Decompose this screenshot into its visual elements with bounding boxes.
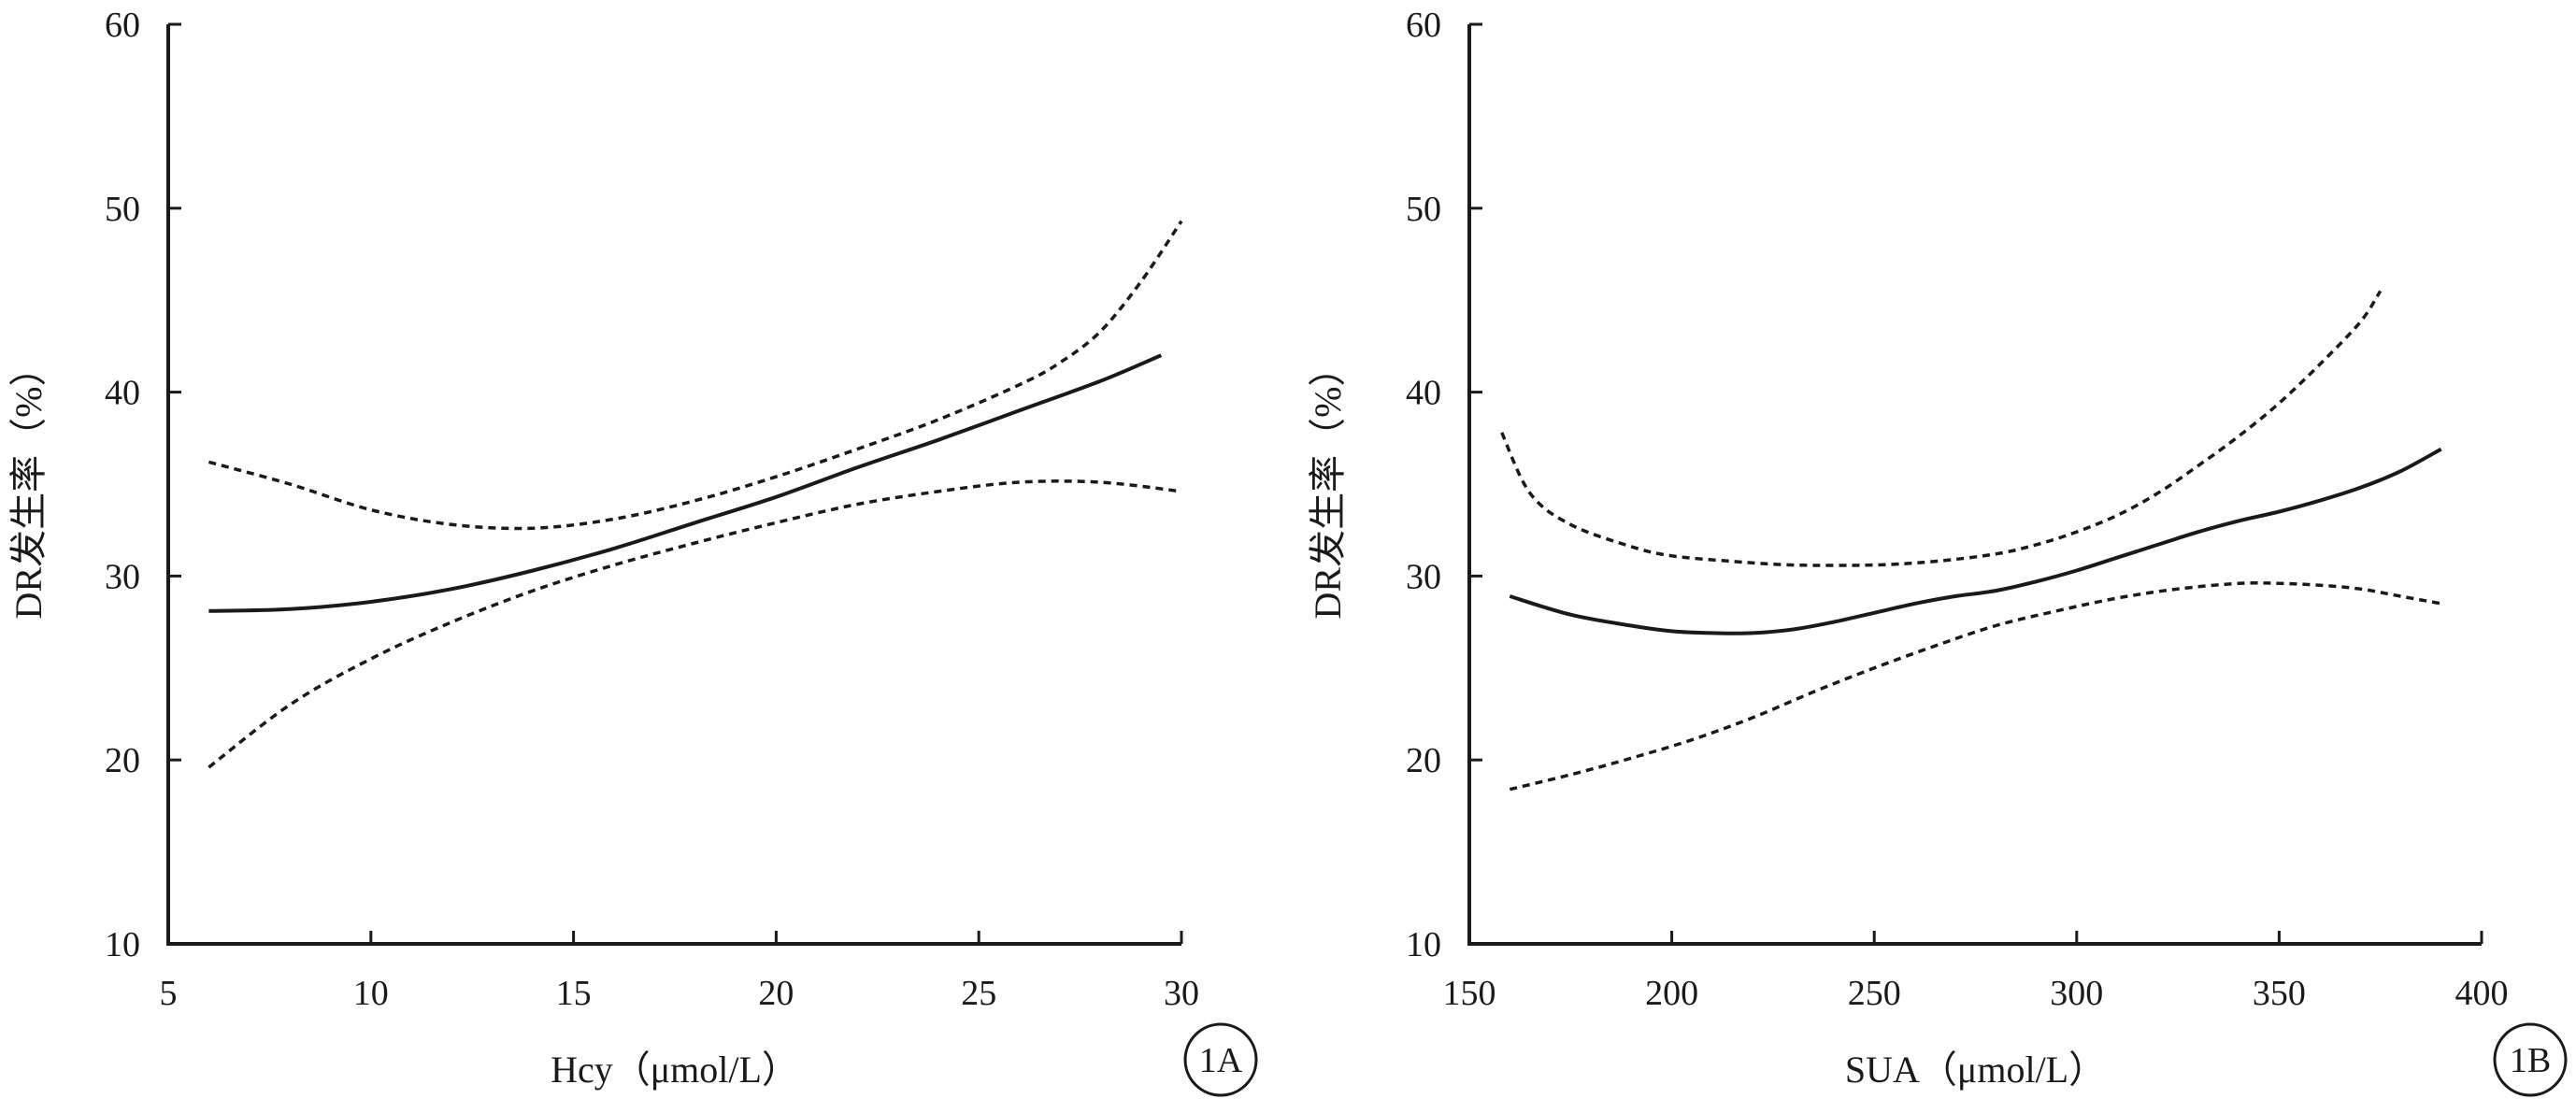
series-line-confidence-bound-2	[1509, 581, 2442, 792]
panel-badge-circle	[2493, 1022, 2568, 1097]
y-tick-label: 60	[1406, 6, 1441, 45]
x-tick-label: 250	[1848, 974, 1901, 1013]
x-tick-label: 5	[160, 974, 178, 1013]
series-line-confidence-bound-2	[208, 479, 1182, 769]
y-tick-label: 50	[105, 190, 140, 229]
y-tick-label: 50	[1406, 190, 1441, 229]
y-tick-label: 10	[105, 925, 140, 964]
y-tick-label: 10	[1406, 925, 1441, 964]
y-tick-label: 60	[105, 6, 140, 45]
y-tick-label: 40	[1406, 374, 1441, 413]
panel-badge-label: 1B	[2510, 1041, 2551, 1080]
x-tick-label: 10	[353, 974, 389, 1013]
series-line-confidence-bound-1	[208, 220, 1183, 531]
series-line-estimate	[208, 353, 1163, 613]
y-axis-title: DR发生率（%）	[7, 350, 50, 620]
series-line-estimate	[1509, 447, 2442, 635]
x-tick-label: 300	[2050, 974, 2103, 1013]
y-tick-label: 30	[1406, 557, 1441, 596]
x-tick-label: 15	[556, 974, 592, 1013]
x-tick-label: 25	[961, 974, 996, 1013]
panel-1b: 10 20 30 40 50 60 150 200 250 300 350 400 SUA（μmol/L…	[1307, 6, 2568, 1097]
panel-badge-label: 1A	[1199, 1041, 1243, 1080]
x-tick-label: 150	[1443, 974, 1496, 1013]
y-tick-label: 20	[1406, 741, 1441, 780]
y-tick-label: 30	[105, 557, 140, 596]
y-tick-label: 40	[105, 374, 140, 413]
y-tick-label: 20	[105, 741, 140, 780]
panel-badge-circle	[1183, 1022, 1258, 1097]
x-axis-title: Hcy（μmol/L）	[551, 1049, 799, 1091]
panel-1a: 10 20 30 40 50 60 5 10 15 20 25 30 Hcy（μmol/L） DR发生率（…	[7, 6, 1258, 1097]
x-tick-label: 200	[1645, 974, 1698, 1013]
x-tick-label: 350	[2253, 974, 2306, 1013]
x-tick-label: 400	[2455, 974, 2509, 1013]
x-tick-label: 20	[758, 974, 794, 1013]
y-axis-title: DR发生率（%）	[1307, 350, 1349, 620]
x-axis-title: SUA（μmol/L）	[1845, 1049, 2106, 1091]
x-tick-label: 30	[1164, 974, 1199, 1013]
series-line-confidence-bound-1	[1500, 290, 2383, 567]
